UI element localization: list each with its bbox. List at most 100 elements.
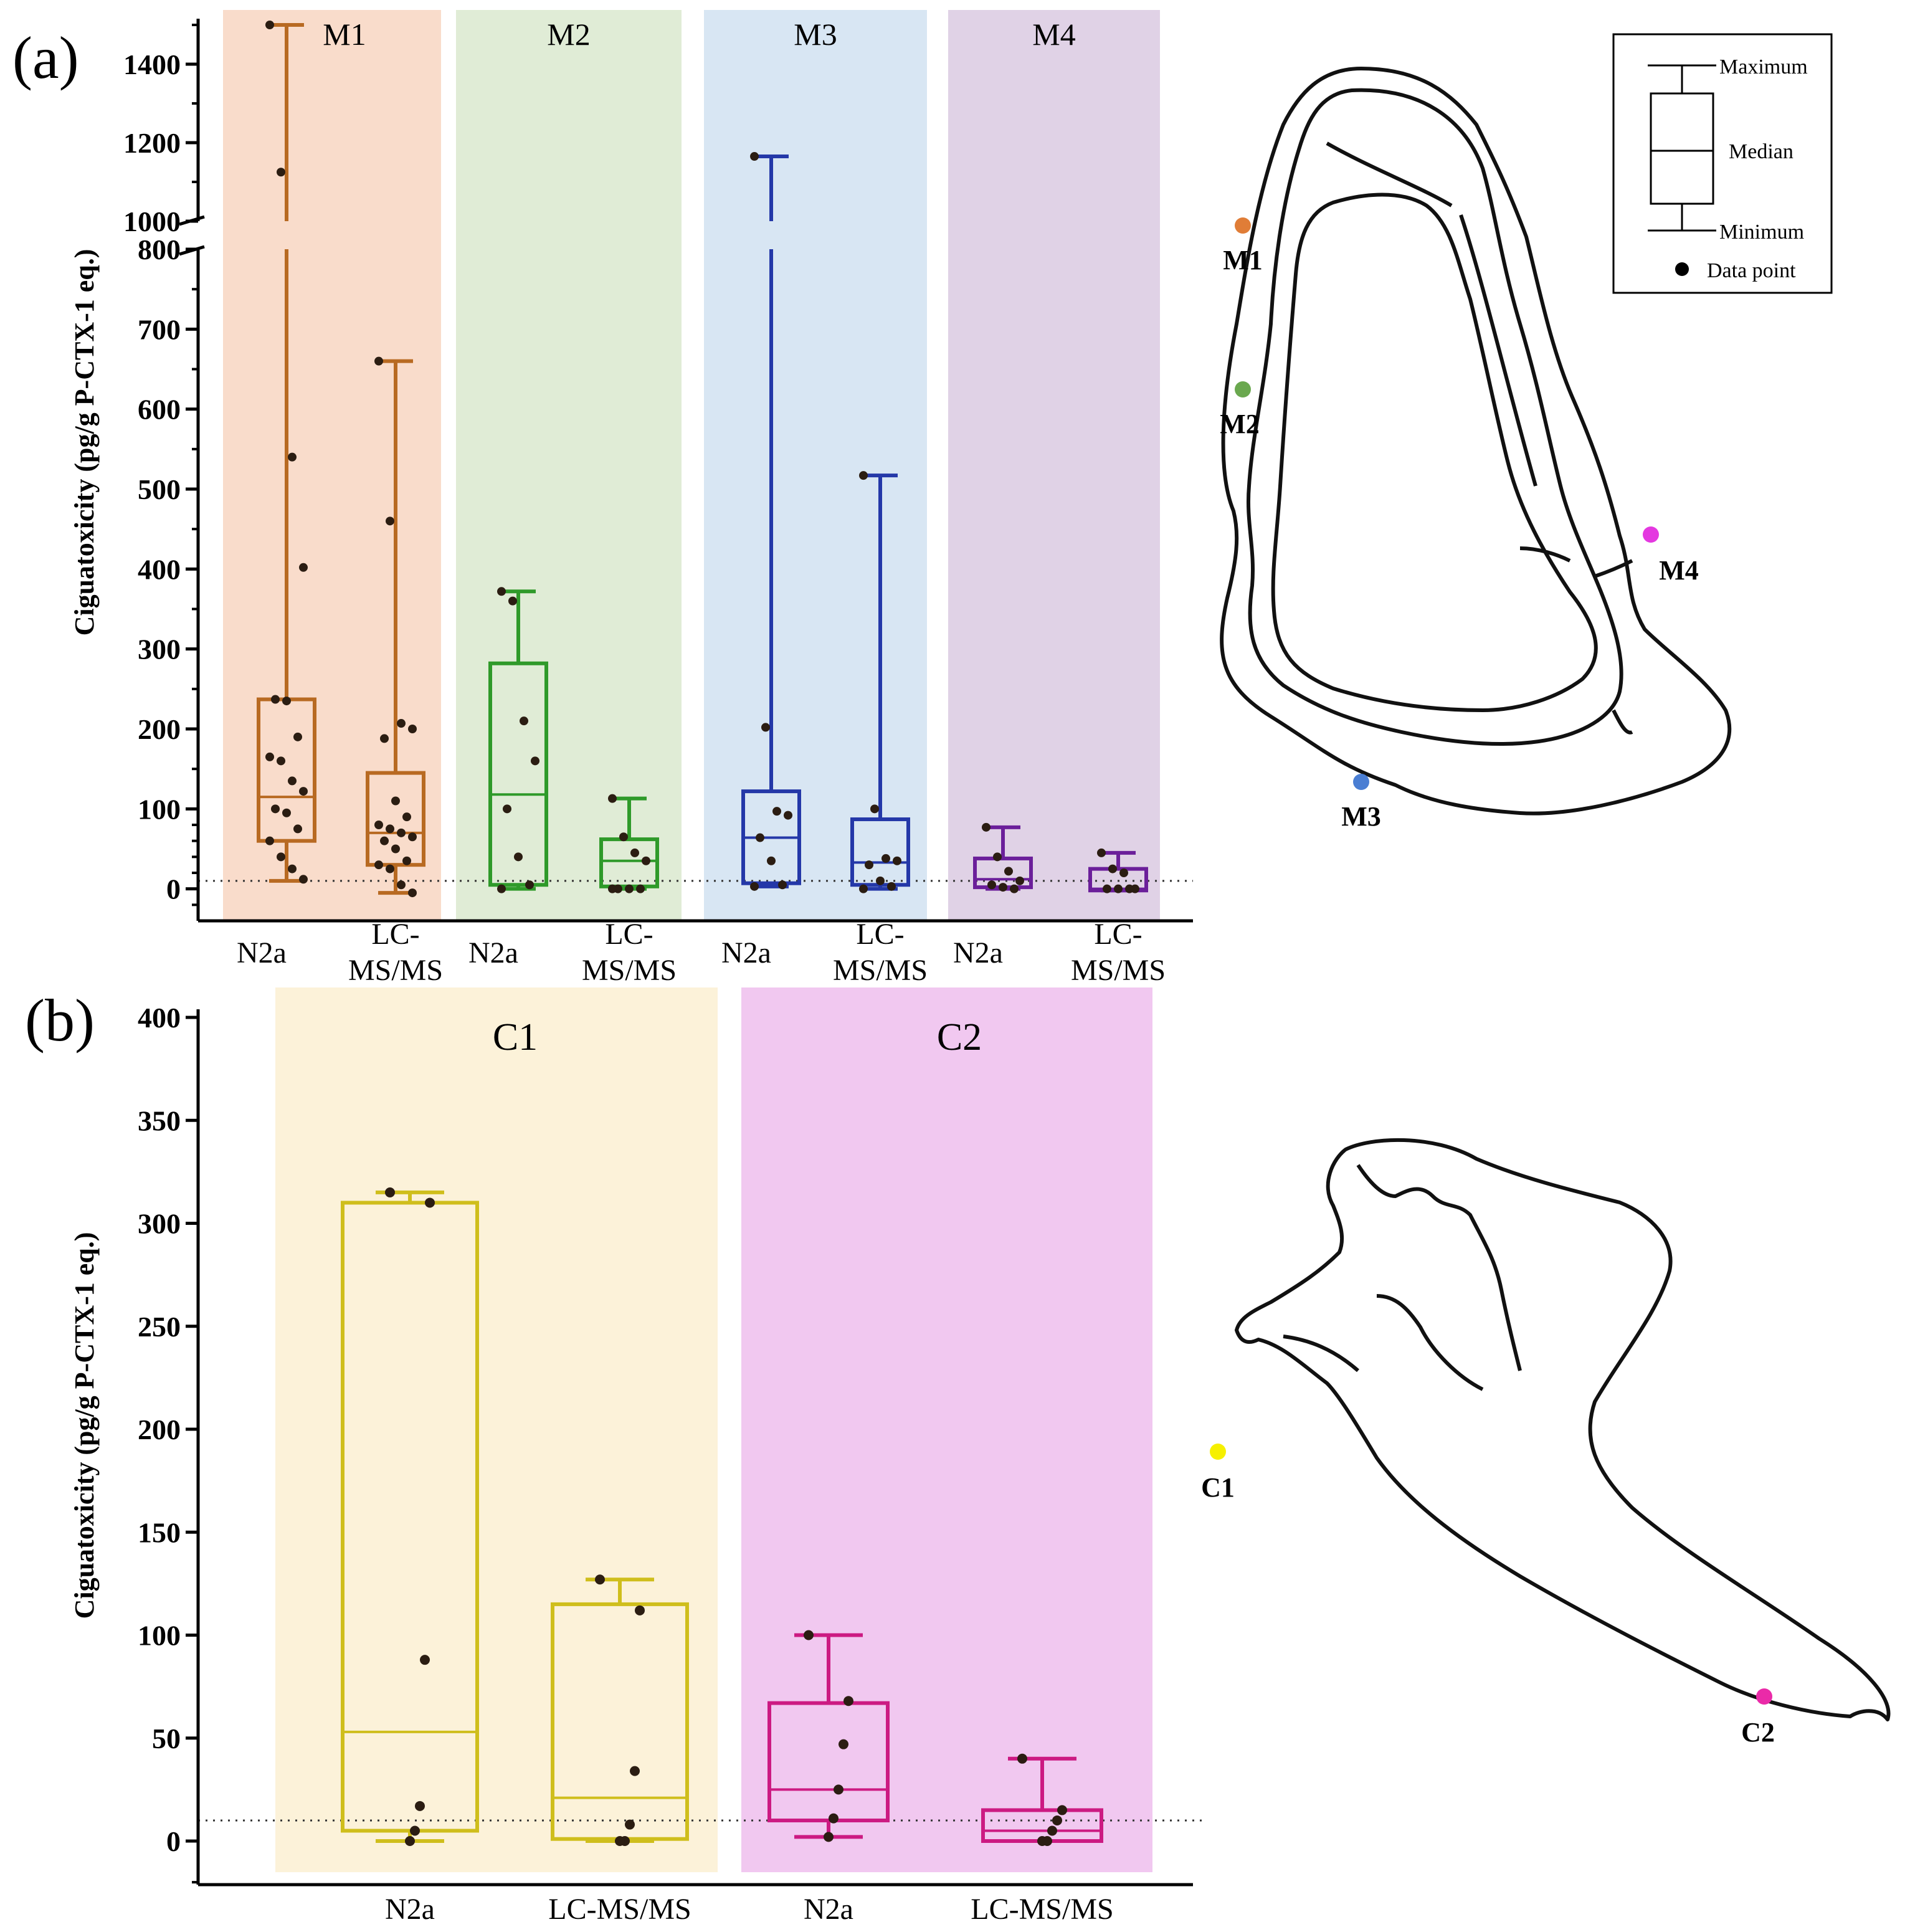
group-label-m2: M2 — [547, 17, 590, 52]
x-label-line: MS/MS — [582, 954, 677, 987]
data-point — [1057, 1805, 1067, 1815]
x-label-7: N2a — [953, 936, 1003, 969]
x-label-2: LC-MS/MS — [548, 1893, 691, 1926]
y-tick-label-250: 250 — [138, 1311, 181, 1343]
shade-c1 — [275, 987, 718, 1872]
boxplot-legend: Maximum Median Minimum Data point — [1612, 33, 1833, 294]
data-point — [829, 1813, 839, 1824]
data-point — [608, 794, 617, 803]
shade-c2 — [741, 987, 1152, 1872]
y-tick-label-200: 200 — [138, 1414, 181, 1445]
box-m4-lc-ms-ms — [1088, 848, 1148, 893]
data-point — [772, 807, 781, 816]
data-point — [282, 808, 291, 817]
data-point — [1119, 868, 1128, 877]
data-point — [859, 471, 868, 480]
data-point — [397, 880, 406, 890]
y-tick-label-1400: 1400 — [123, 49, 181, 80]
data-point — [615, 1836, 625, 1846]
x-label-line: LC- — [1094, 918, 1142, 951]
map-bottom-island — [1235, 1138, 1891, 1721]
map-top-sites: M1 M2 M3 M4 — [1220, 217, 1699, 832]
data-point — [391, 796, 400, 806]
data-point — [386, 824, 394, 834]
data-point — [859, 884, 868, 893]
x-label-line: MS/MS — [348, 954, 443, 987]
data-point — [839, 1739, 848, 1749]
panel-a-y-axis-title: Ciguatoxicity (pg/g P-CTX-1 eq.) — [69, 249, 100, 636]
y-tick-label-100: 100 — [138, 793, 181, 825]
data-point — [804, 1630, 814, 1640]
data-point — [778, 880, 787, 890]
data-point — [402, 812, 411, 822]
box-c1-lc-ms-ms — [551, 1574, 689, 1846]
y-tick-label-50: 50 — [152, 1723, 181, 1754]
data-point — [625, 884, 634, 893]
data-point — [987, 880, 996, 890]
legend-data-point-label: Data point — [1707, 259, 1796, 282]
data-point — [1108, 864, 1117, 873]
legend-data-point-marker — [1675, 262, 1689, 276]
data-point — [1015, 876, 1024, 885]
box-m2-n2a — [488, 587, 548, 893]
data-point — [514, 852, 523, 862]
map-site-m2-marker — [1235, 381, 1251, 397]
y-tick-label-0: 0 — [166, 873, 181, 905]
legend-maximum-label: Maximum — [1719, 55, 1808, 79]
data-point — [402, 856, 411, 865]
x-label-5: N2a — [721, 936, 771, 969]
map-site-m3-marker — [1353, 774, 1369, 790]
data-point — [1017, 1753, 1027, 1764]
map-top-inner-reef — [1246, 88, 1623, 746]
data-point — [642, 856, 650, 865]
data-point — [619, 832, 628, 842]
data-point — [508, 596, 517, 606]
data-point — [761, 723, 770, 732]
data-point — [993, 852, 1002, 862]
group-label-c2: C2 — [937, 1016, 982, 1059]
data-point — [391, 844, 400, 854]
map-site-m3-label: M3 — [1341, 801, 1381, 832]
map-bottom-outline — [1235, 1138, 1891, 1721]
map-site-c2-label: C2 — [1741, 1717, 1775, 1748]
data-point — [1004, 867, 1013, 876]
data-point — [386, 864, 394, 873]
data-point — [630, 848, 639, 857]
data-point — [1052, 1815, 1062, 1825]
box-m1-n2a — [257, 21, 316, 884]
panel-b-y-axis: 0 50 100 150 200 250 300 350 400 — [138, 1002, 1193, 1887]
y-tick-label-400: 400 — [138, 1002, 181, 1034]
data-point — [887, 882, 896, 891]
data-point — [982, 822, 991, 832]
panel-a-x-labels: N2aLC-MS/MSN2aLC-MS/MSN2aLC-MS/MSN2aLC-M… — [237, 918, 1166, 987]
map-site-c1-label: C1 — [1201, 1472, 1235, 1503]
x-label-1: N2a — [237, 936, 287, 969]
x-label-line: LC- — [856, 918, 904, 951]
data-point — [410, 1825, 420, 1836]
data-point — [277, 852, 285, 862]
map-top-atoll — [1220, 67, 1732, 816]
data-point — [299, 563, 308, 572]
legend-frame — [1612, 33, 1833, 294]
x-label-4: LC-MS/MS — [971, 1893, 1113, 1926]
x-label-6: LC-MS/MS — [833, 918, 928, 987]
y-tick-label-300: 300 — [138, 634, 181, 665]
panel-b-x-labels: N2a LC-MS/MS N2a LC-MS/MS — [385, 1893, 1114, 1926]
box-m2-lc-ms-ms — [599, 794, 659, 893]
y-tick-label-400: 400 — [138, 553, 181, 585]
data-point — [999, 883, 1007, 892]
x-label-8: LC-MS/MS — [1071, 918, 1166, 987]
x-label-line: MS/MS — [833, 954, 928, 987]
map-bottom-sites: C1 C2 — [1201, 1444, 1775, 1748]
data-point — [265, 752, 274, 761]
panel-b-group-shades: C1 C2 — [275, 987, 1152, 1872]
map-site-m2-label: M2 — [1220, 409, 1260, 439]
shade-m3 — [704, 10, 927, 921]
map-site-m4-marker — [1643, 526, 1659, 543]
data-point — [1103, 884, 1111, 893]
data-point — [397, 828, 406, 837]
x-label-3: N2a — [468, 936, 518, 969]
